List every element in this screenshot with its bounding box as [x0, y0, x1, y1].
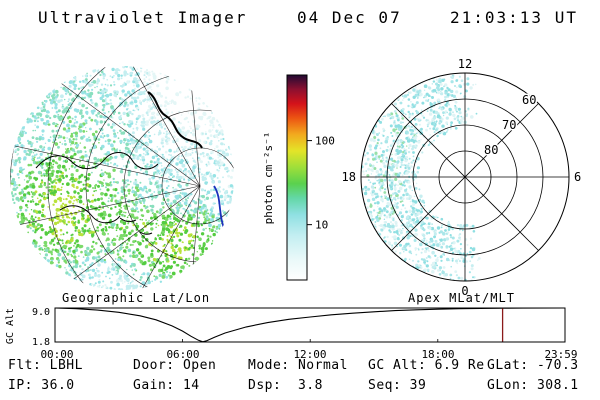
time-tick-label: 12:00 [293, 348, 326, 361]
mlt-label-18: 18 [342, 170, 356, 184]
apex-panel-label: Apex MLat/MLT [408, 291, 515, 305]
geo-projection-panel [10, 66, 234, 290]
colorbar-unit-label: photon cm⁻²s⁻¹ [262, 132, 275, 225]
geo-panel-label: Geographic Lat/Lon [62, 291, 211, 305]
mlt-label-6: 6 [574, 170, 581, 184]
geo-aurora-speckle [10, 66, 234, 290]
altitude-ytick-top: 9.0 [32, 307, 50, 318]
status-glat: GLat: -70.3 [487, 358, 579, 373]
app-title: Ultraviolet Imager [38, 8, 248, 27]
colorbar-gradient [286, 74, 308, 281]
altitude-panel: GC Alt 9.0 1.8 00:00 06:00 12:00 18:00 2… [5, 307, 578, 361]
coastline-path [147, 91, 203, 149]
time-tick-label: 18:00 [421, 348, 454, 361]
polar-grid [360, 72, 570, 282]
status-door: Door: Open [133, 358, 217, 373]
polar-aurora-speckle [361, 73, 481, 281]
status-mode: Mode: Normal [248, 358, 348, 373]
mlt-label-0: 0 [461, 284, 468, 298]
apex-polar-panel: 12 18 6 0 60 70 80 [342, 57, 582, 298]
altitude-curve [54, 307, 565, 343]
time-tick-label: 00:00 [40, 348, 73, 361]
status-flight: Flt: LBHL [8, 358, 83, 373]
coastline-path [35, 152, 159, 170]
time-axis-ticks [54, 339, 566, 342]
altitude-ytick-bottom: 1.8 [32, 337, 50, 348]
svg-text:100: 100 [315, 135, 335, 148]
coastline-path [59, 205, 121, 224]
status-seq: Seq: 39 [368, 378, 427, 393]
status-glon: GLon: 308.1 [487, 378, 579, 393]
header-time: 21:03:13 UT [450, 8, 578, 27]
main-plots-canvas: 10 100 photon cm⁻²s⁻¹ 12 18 6 0 60 70 80 [10, 57, 582, 298]
svg-text:10: 10 [315, 219, 328, 232]
mlt-label-12: 12 [458, 57, 472, 71]
mlat-label-60: 60 [522, 93, 536, 107]
mlat-label-80: 80 [484, 143, 498, 157]
status-gain: Gain: 14 [133, 378, 200, 393]
header-date: 04 Dec 07 [297, 8, 402, 27]
mlat-label-70: 70 [502, 118, 516, 132]
status-dsp: Dsp: 3.8 [248, 378, 323, 393]
colorbar-ticks: 10 100 [307, 135, 335, 232]
altitude-ylabel: GC Alt [5, 308, 16, 344]
time-tick-label: 06:00 [166, 348, 199, 361]
coastline-path [119, 217, 153, 235]
polar-spoke-diagonal [391, 103, 539, 251]
altitude-plot-frame [54, 307, 566, 343]
status-gc-alt: GC Alt: 6.9 Re [368, 358, 485, 373]
colorbar: 10 100 photon cm⁻²s⁻¹ [262, 74, 335, 281]
time-tick-label: 23:59 [544, 348, 577, 361]
status-ip: IP: 36.0 [8, 378, 75, 393]
